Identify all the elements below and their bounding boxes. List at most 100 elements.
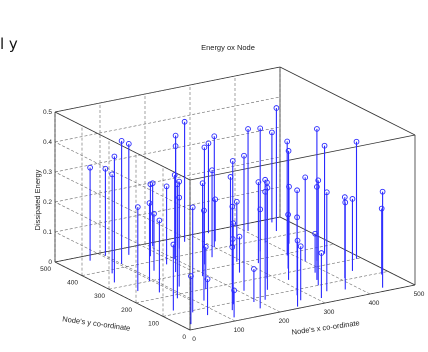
x-tick-label: 300 — [324, 309, 335, 316]
sidewall-gridline-h — [54, 201, 191, 271]
stem-marker — [312, 230, 318, 237]
stem-marker — [285, 148, 292, 154]
stem-marker — [171, 172, 178, 178]
x-tick-label: 100 — [234, 327, 245, 334]
floor-gridline-x — [144, 243, 281, 313]
chart-ticks: 0100200300400500010020030040050000.10.20… — [40, 109, 425, 343]
box-edge — [54, 111, 191, 181]
stem-marker — [229, 244, 236, 250]
stem-marker — [302, 174, 309, 181]
x-tick-label: 500 — [414, 291, 425, 298]
stem-marker — [147, 181, 154, 188]
box-edge — [54, 216, 281, 263]
stem-marker — [229, 158, 236, 164]
stem-marker — [163, 183, 170, 190]
x-tick-label: 0 — [192, 336, 196, 343]
stem-marker — [341, 194, 348, 200]
floor-gridline-y — [81, 230, 308, 276]
stem-marker — [294, 214, 300, 221]
stem-marker — [314, 126, 320, 132]
stem-marker — [294, 237, 301, 244]
y-tick-label: 0 — [182, 334, 186, 341]
stem-marker — [229, 203, 236, 210]
stem-marker — [342, 199, 349, 206]
stem-marker — [233, 198, 240, 205]
stem-marker — [146, 200, 153, 206]
chart-grid — [54, 66, 416, 331]
y-tick-label: 500 — [40, 266, 51, 273]
stem-marker — [211, 133, 218, 140]
stem-marker — [181, 118, 188, 125]
stem-marker — [174, 181, 181, 188]
stem-marker — [236, 233, 243, 240]
stem-marker — [255, 179, 262, 185]
y-tick-label: 400 — [67, 280, 78, 287]
stem-marker — [273, 105, 280, 111]
box-edge — [54, 66, 281, 113]
z-tick-label: 0.3 — [43, 169, 52, 176]
stem-marker — [353, 138, 360, 145]
sidewall-gridline-h — [54, 171, 191, 241]
stem-marker — [297, 243, 304, 250]
stem-marker — [151, 210, 157, 217]
box-edge — [279, 216, 416, 286]
stem-marker — [212, 196, 219, 203]
page-text-fragment: l y — [0, 35, 18, 53]
stem-marker — [188, 273, 194, 279]
stem-marker — [264, 179, 270, 186]
backwall-gridline-h — [54, 186, 281, 233]
stem-marker — [318, 250, 325, 256]
stem-marker — [111, 153, 118, 160]
stem-marker — [378, 205, 385, 212]
chart-title: Energy ox Node — [201, 43, 255, 52]
stem-marker — [102, 165, 109, 172]
stem-marker — [118, 138, 125, 144]
stem-marker — [294, 187, 300, 194]
chart-axes — [54, 66, 416, 331]
box-edge — [189, 134, 416, 181]
floor-gridline-x — [234, 225, 371, 295]
stem-marker — [231, 287, 237, 294]
x-axis-label: Node's x co-ordinate — [291, 318, 360, 336]
box-edge — [54, 261, 191, 331]
stem-marker — [230, 220, 237, 227]
stem-marker — [189, 204, 196, 211]
stem-marker — [349, 196, 356, 202]
x-tick-label: 400 — [369, 300, 380, 307]
stem-marker — [209, 167, 215, 174]
floor-gridline-y — [135, 257, 362, 304]
stem-marker — [257, 125, 264, 132]
y-tick-label: 100 — [148, 320, 159, 327]
z-tick-label: 0.5 — [43, 109, 52, 116]
stem-marker — [269, 129, 275, 136]
stem-marker — [262, 188, 269, 195]
stem-marker — [199, 180, 206, 187]
stem-marker — [201, 207, 207, 214]
stem-marker — [251, 266, 257, 272]
floor-gridline-y — [108, 243, 335, 290]
backwall-gridline-h — [54, 126, 281, 173]
z-axis-label: Dissipated Energy — [33, 169, 42, 230]
sidewall-gridline-h — [54, 141, 191, 211]
floor-gridline-x — [99, 252, 236, 322]
stem-marker — [125, 140, 132, 147]
stem-marker — [257, 206, 264, 213]
z-tick-label: 0.1 — [43, 229, 52, 236]
stem-marker — [172, 143, 179, 149]
stem-marker — [87, 164, 93, 171]
backwall-gridline-h — [54, 96, 281, 143]
stem-marker — [156, 217, 163, 224]
stem-marker — [201, 144, 208, 151]
sidewall-gridline-h — [54, 231, 191, 301]
stem-marker — [172, 132, 179, 139]
box-edge — [189, 284, 416, 331]
stem-marker — [284, 138, 291, 145]
stem-marker — [245, 126, 251, 132]
x-tick-label: 200 — [279, 318, 290, 325]
y-tick-label: 300 — [94, 293, 105, 300]
y-axis-label: Node's y co-ordinate — [62, 314, 131, 332]
box-edge — [279, 66, 416, 136]
floor-gridline-y — [162, 271, 389, 317]
stem-marker — [241, 152, 247, 159]
